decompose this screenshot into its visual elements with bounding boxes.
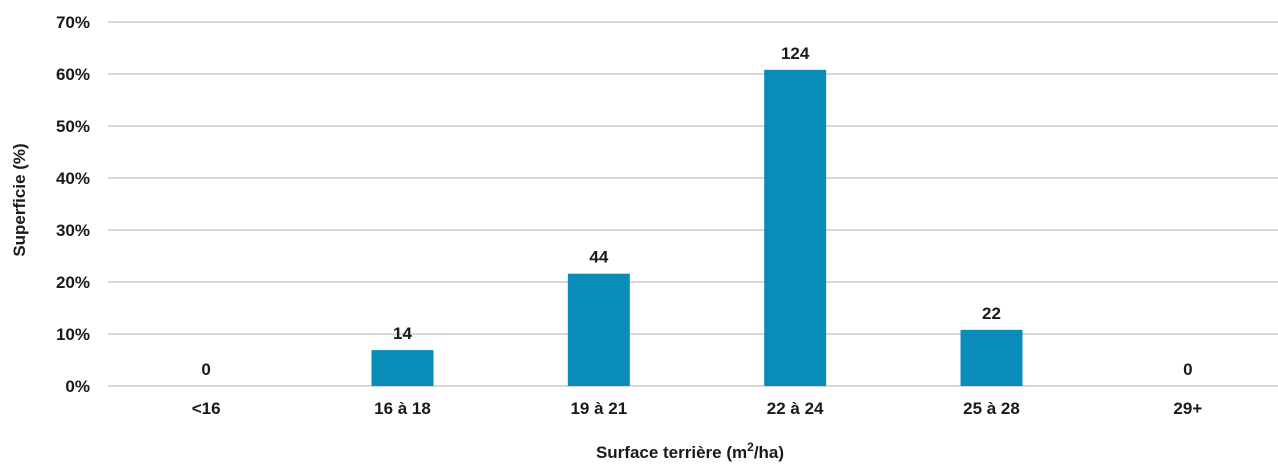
y-tick-label: 70% <box>56 13 90 32</box>
x-tick-label: <16 <box>192 399 221 418</box>
bar <box>371 350 434 386</box>
data-label: 0 <box>1183 360 1192 379</box>
data-label: 44 <box>589 248 608 267</box>
bar <box>567 273 630 386</box>
x-tick-label: 29+ <box>1173 399 1202 418</box>
data-label: 14 <box>393 324 412 343</box>
gridlines <box>108 21 1278 387</box>
data-labels: 0 14 44 124 22 0 <box>201 44 1192 379</box>
x-axis-title-tail: /ha) <box>754 443 784 462</box>
bar <box>764 69 827 386</box>
data-label: 0 <box>201 360 210 379</box>
y-tick-label: 0% <box>65 377 90 396</box>
y-tick-label: 40% <box>56 169 90 188</box>
x-axis-title-main: Surface terrière (m <box>596 443 747 462</box>
x-axis-title-sup: 2 <box>747 440 754 454</box>
y-tick-label: 10% <box>56 325 90 344</box>
y-axis-title: Superficie (%) <box>10 143 29 256</box>
x-tick-label: 22 à 24 <box>767 399 824 418</box>
x-axis-title: Surface terrière (m2/ha) <box>596 440 784 462</box>
y-tick-label: 30% <box>56 221 90 240</box>
x-tick-label: 25 à 28 <box>963 399 1020 418</box>
y-tick-label: 20% <box>56 273 90 292</box>
x-tick-label: 16 à 18 <box>374 399 431 418</box>
bars <box>371 69 1023 386</box>
x-axis-ticks: <16 16 à 18 19 à 21 22 à 24 25 à 28 29+ <box>192 399 1203 418</box>
y-tick-label: 60% <box>56 65 90 84</box>
y-axis-ticks: 0% 10% 20% 30% 40% 50% 60% 70% <box>56 13 90 396</box>
bar <box>960 329 1023 386</box>
y-tick-label: 50% <box>56 117 90 136</box>
data-label: 124 <box>781 44 810 63</box>
x-tick-label: 19 à 21 <box>570 399 627 418</box>
data-label: 22 <box>982 304 1001 323</box>
